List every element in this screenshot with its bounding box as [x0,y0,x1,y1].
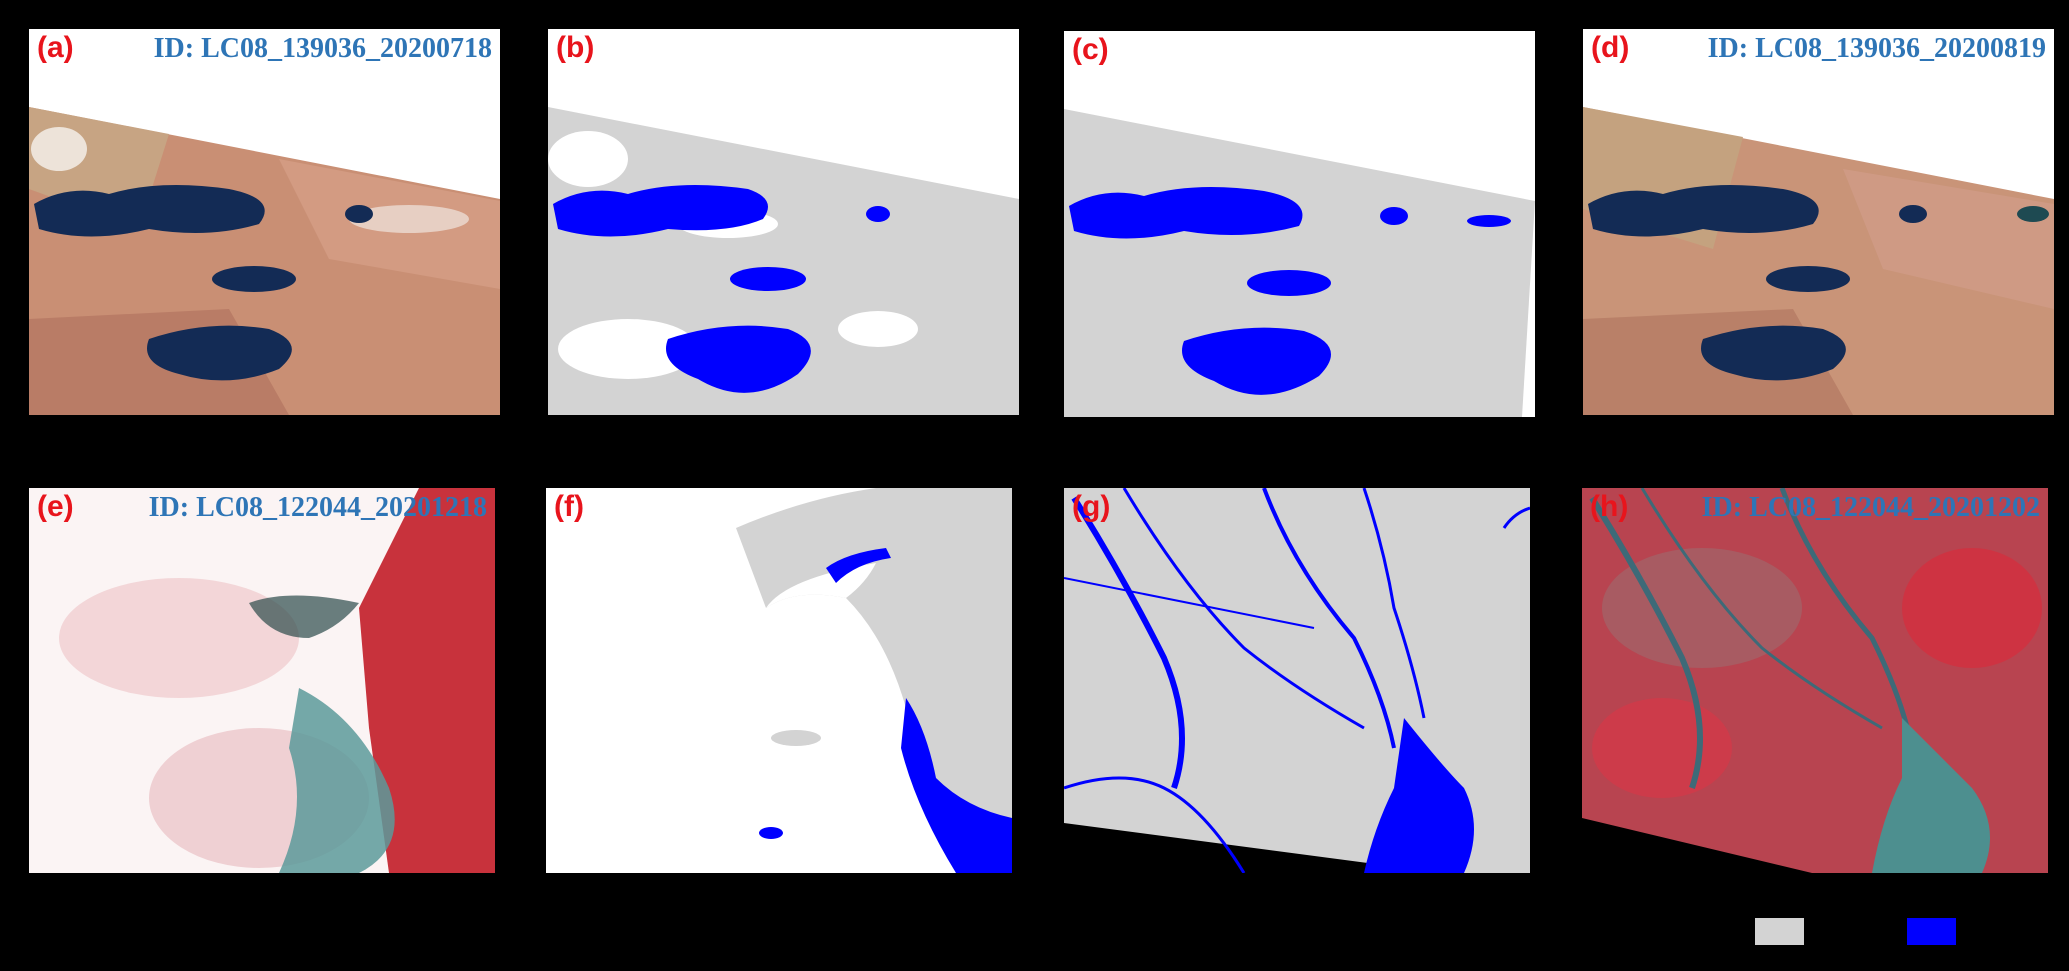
satellite-scene-e [29,488,495,873]
legend-land-swatch [1755,918,1804,945]
panel-letter: (e) [37,490,74,523]
panel-letter: (a) [37,31,74,64]
scene-id-label: ID: LC08_122044_20201218 [148,492,487,523]
satellite-scene-h [1582,488,2048,873]
water-mask-b [548,107,1019,415]
panel-g-water-mask: (g) [1064,488,1530,873]
panel-h-satellite-image: (h) ID: LC08_122044_20201202 [1582,488,2048,873]
panel-e-satellite-image: (e) ID: LC08_122044_20201218 [29,488,495,873]
scene-id-label: ID: LC08_122044_20201202 [1701,492,2040,523]
panel-letter: (h) [1590,490,1629,523]
legend-water-swatch [1907,918,1956,945]
panel-a-satellite-image: (a) ID: LC08_139036_20200718 [29,29,500,415]
panel-letter: (c) [1072,33,1109,66]
panel-letter: (d) [1591,31,1630,64]
panel-c-water-mask: (c) [1064,31,1535,417]
panel-b-water-mask: (b) [548,29,1019,415]
scene-id-label: ID: LC08_139036_20200718 [153,33,492,64]
water-mask-f [546,488,1012,873]
panel-letter: (f) [554,490,584,523]
satellite-scene-a [29,107,500,415]
satellite-scene-d [1583,107,2054,415]
panel-f-water-mask: (f) [546,488,1012,873]
panel-letter: (b) [556,31,595,64]
panel-letter: (g) [1072,490,1111,523]
water-mask-g [1064,488,1530,873]
scene-id-label: ID: LC08_139036_20200819 [1707,33,2046,64]
water-mask-c [1064,109,1535,417]
panel-d-satellite-image: (d) ID: LC08_139036_20200819 [1583,29,2054,415]
